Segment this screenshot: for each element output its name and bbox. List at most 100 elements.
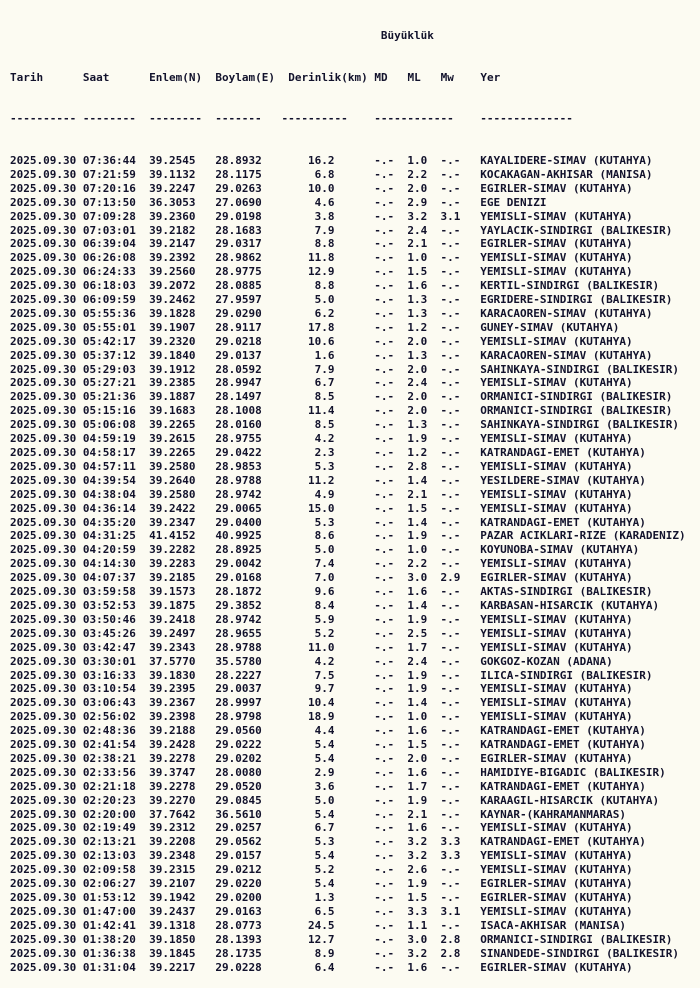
table-row: 2025.09.30 07:09:28 39.2360 29.0198 3.8 … xyxy=(10,210,700,224)
cell-date: 2025.09.30 xyxy=(10,835,77,849)
cell-md: -.- xyxy=(374,195,395,209)
cell-ml: 1.7 xyxy=(407,779,428,793)
cell-md: -.- xyxy=(374,654,395,668)
cell-mw: -.- xyxy=(440,557,461,571)
cell-date: 2025.09.30 xyxy=(10,918,77,932)
cell-latitude: 39.1573 xyxy=(149,585,196,599)
cell-depth: 7.4 xyxy=(261,557,335,571)
cell-md: -.- xyxy=(374,251,395,265)
table-row: 2025.09.30 04:20:59 39.2282 28.8925 5.0 … xyxy=(10,543,700,557)
cell-date: 2025.09.30 xyxy=(10,209,77,223)
cell-ml: 1.9 xyxy=(407,877,428,891)
cell-location: KARAAGIL-HISARCIK (KUTAHYA) xyxy=(480,793,660,807)
cell-mw: -.- xyxy=(440,654,461,668)
cell-date: 2025.09.30 xyxy=(10,418,77,432)
cell-depth: 6.7 xyxy=(261,376,335,390)
cell-time: 05:27:21 xyxy=(82,376,136,390)
cell-md: -.- xyxy=(374,334,395,348)
cell-latitude: 39.2428 xyxy=(149,738,196,752)
magnitude-group-header: Büyüklük xyxy=(380,28,434,42)
cell-latitude: 39.1828 xyxy=(149,306,196,320)
cell-latitude: 39.2072 xyxy=(149,279,196,293)
cell-latitude: 39.1887 xyxy=(149,390,196,404)
cell-mw: -.- xyxy=(440,626,461,640)
cell-date: 2025.09.30 xyxy=(10,724,77,738)
cell-md: -.- xyxy=(374,446,395,459)
cell-depth: 10.4 xyxy=(261,696,335,710)
cell-date: 2025.09.30 xyxy=(10,195,77,209)
cell-depth: 12.7 xyxy=(261,932,335,946)
cell-latitude: 39.2395 xyxy=(149,682,196,696)
cell-depth: 15.0 xyxy=(261,501,335,515)
cell-latitude: 37.7642 xyxy=(149,807,196,821)
cell-mw: -.- xyxy=(440,807,461,821)
cell-longitude: 36.5610 xyxy=(215,807,262,821)
cell-date: 2025.09.30 xyxy=(10,265,77,279)
table-row: 2025.09.30 05:42:17 39.2320 29.0218 10.6… xyxy=(10,335,700,349)
cell-depth: 5.3 xyxy=(261,459,335,473)
cell-date: 2025.09.30 xyxy=(10,946,77,960)
cell-ml: 1.9 xyxy=(407,529,428,543)
cell-mw: -.- xyxy=(440,293,461,307)
table-row: 2025.09.30 01:31:04 39.2217 29.0228 6.4 … xyxy=(10,961,700,975)
cell-location: YAYLACIK-SINDIRGI (BALIKESIR) xyxy=(480,223,673,237)
cell-ml: 1.9 xyxy=(407,668,428,682)
cell-time: 01:31:04 xyxy=(82,960,136,974)
cell-longitude: 28.9655 xyxy=(215,626,262,640)
cell-time: 06:18:03 xyxy=(82,279,136,293)
cell-latitude: 39.2188 xyxy=(149,724,196,738)
cell-time: 02:48:36 xyxy=(82,724,136,738)
cell-mw: 3.3 xyxy=(440,849,461,863)
cell-latitude: 39.2437 xyxy=(149,904,196,918)
cell-location: SINANDEDE-SINDIRGI (BALIKESIR) xyxy=(480,946,679,960)
column-header-mw: Mw xyxy=(440,70,454,84)
cell-time: 04:20:59 xyxy=(82,543,136,557)
cell-depth: 1.3 xyxy=(261,891,335,904)
cell-ml: 2.0 xyxy=(407,390,428,404)
cell-location: HAMIDIYE-BIGADIC (BALIKESIR) xyxy=(480,765,666,779)
cell-mw: -.- xyxy=(440,585,461,599)
cell-location: KOCAKAGAN-AKHISAR (MANISA) xyxy=(480,167,653,181)
cell-time: 06:26:08 xyxy=(82,251,136,265)
cell-mw: -.- xyxy=(440,640,461,654)
cell-depth: 7.9 xyxy=(261,362,335,376)
cell-md: -.- xyxy=(374,960,395,974)
cell-md: -.- xyxy=(374,167,395,181)
cell-location: YEMISLI-SIMAV (KUTAHYA) xyxy=(480,904,633,918)
cell-location: KARACAOREN-SIMAV (KUTAHYA) xyxy=(480,348,653,362)
cell-depth: 7.5 xyxy=(261,668,335,682)
cell-latitude: 39.2497 xyxy=(149,626,196,640)
cell-ml: 1.3 xyxy=(407,418,428,432)
cell-date: 2025.09.30 xyxy=(10,293,77,307)
cell-location: YEMISLI-SIMAV (KUTAHYA) xyxy=(480,863,633,877)
table-row: 2025.09.30 05:55:01 39.1907 28.9117 17.8… xyxy=(10,321,700,335)
cell-mw: -.- xyxy=(440,418,461,432)
cell-depth: 5.0 xyxy=(261,543,335,557)
cell-md: -.- xyxy=(374,376,395,390)
cell-mw: -.- xyxy=(440,153,461,167)
cell-ml: 1.1 xyxy=(407,918,428,932)
cell-date: 2025.09.30 xyxy=(10,821,77,835)
cell-date: 2025.09.30 xyxy=(10,432,77,446)
cell-latitude: 39.2640 xyxy=(149,473,196,487)
cell-md: -.- xyxy=(374,751,395,765)
cell-time: 04:39:54 xyxy=(82,473,136,487)
cell-location: AKTAS-SINDIRGI (BALIKESIR) xyxy=(480,585,653,599)
cell-depth: 8.9 xyxy=(261,946,335,960)
cell-mw: -.- xyxy=(440,529,461,543)
table-row: 2025.09.30 03:59:58 39.1573 28.1872 9.6 … xyxy=(10,585,700,599)
cell-md: -.- xyxy=(374,432,395,446)
cell-latitude: 39.2278 xyxy=(149,751,196,765)
cell-time: 04:38:04 xyxy=(82,487,136,501)
cell-location: EGRIDERE-SINDIRGI (BALIKESIR) xyxy=(480,293,673,307)
cell-latitude: 39.2320 xyxy=(149,334,196,348)
cell-time: 02:09:58 xyxy=(82,863,136,877)
cell-depth: 18.9 xyxy=(261,710,335,724)
cell-location: YEMISLI-SIMAV (KUTAHYA) xyxy=(480,376,633,390)
cell-mw: -.- xyxy=(440,668,461,682)
column-header-saat: Saat xyxy=(82,70,110,84)
cell-time: 07:20:16 xyxy=(82,181,136,195)
cell-latitude: 39.2265 xyxy=(149,418,196,432)
cell-depth: 8.8 xyxy=(261,237,335,251)
cell-mw: 2.8 xyxy=(440,932,461,946)
